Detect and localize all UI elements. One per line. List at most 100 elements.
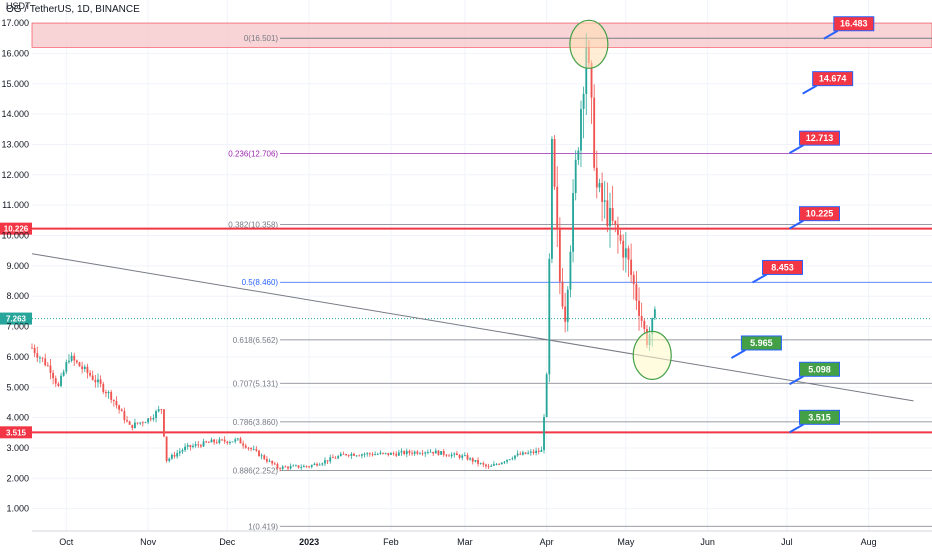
candle-body (524, 452, 527, 454)
y-tick-label: 10.000 (1, 231, 29, 241)
label-pointer (823, 29, 839, 40)
candle-body (170, 454, 173, 459)
candle-body (585, 47, 588, 94)
price-label-box[interactable] (812, 71, 854, 87)
fib-level-label: 0.886(2.252) (233, 467, 279, 476)
candle-body (131, 424, 134, 428)
candle-body (75, 360, 78, 363)
candle-body (495, 464, 498, 465)
y-tick-label: 1.000 (6, 504, 29, 514)
candle-body (41, 357, 44, 359)
label-pointer (788, 423, 804, 434)
candle-body (643, 320, 646, 330)
candle-body (178, 451, 181, 454)
candle-body (242, 443, 245, 446)
candle-body (102, 383, 105, 392)
candle-body (342, 453, 345, 455)
fib-level-label: 0.382(10.358) (228, 221, 278, 230)
candle-body (284, 466, 287, 468)
candle-body (553, 139, 556, 187)
candle-body (532, 451, 535, 453)
candle-body (128, 421, 131, 425)
candle-body (316, 463, 318, 466)
candle-body (561, 281, 564, 307)
candle-body (300, 467, 303, 468)
candle-body (326, 460, 329, 462)
candle-body (611, 207, 614, 221)
candle-body (379, 452, 382, 455)
candle-body (197, 444, 200, 446)
candle-body (302, 465, 305, 468)
candle-body (120, 409, 123, 412)
candle-body (308, 466, 311, 468)
candle-body (363, 454, 366, 455)
highlight-circle[interactable] (632, 330, 672, 380)
candle-body (168, 458, 171, 461)
candle-body (598, 183, 601, 188)
candle-body (215, 442, 218, 444)
candle-body (353, 453, 355, 456)
candle-body (60, 375, 62, 386)
candle-body (297, 465, 300, 468)
candle-body (434, 450, 437, 454)
candle-body (70, 355, 73, 361)
candle-body (78, 362, 81, 367)
candle-body (577, 150, 580, 160)
candle-body (384, 452, 387, 454)
fib-level-label: 0.5(8.460) (242, 278, 279, 287)
candle-body (337, 456, 340, 459)
candle-body (624, 248, 627, 258)
candle-body (218, 439, 221, 443)
candle-body (506, 459, 508, 462)
x-tick-label: Dec (219, 537, 236, 547)
candle-body (358, 455, 361, 457)
candle-body (334, 458, 337, 459)
x-tick-label: Nov (140, 537, 157, 547)
candle-body (442, 451, 445, 455)
x-tick-label: Aug (861, 537, 877, 547)
candle-body (609, 207, 611, 227)
candle-body (511, 458, 514, 460)
price-label-box[interactable] (833, 16, 875, 32)
candle-body (638, 300, 640, 316)
level-axis-tag-text: 3.515 (6, 428, 27, 437)
candle-body (519, 453, 522, 455)
candle-body (474, 460, 477, 462)
candle-body (535, 450, 538, 453)
candle-body (126, 420, 128, 422)
price-label-box[interactable] (740, 335, 782, 351)
candle-body (498, 464, 501, 465)
label-pointer (802, 84, 818, 95)
price-label-box[interactable] (798, 206, 840, 222)
highlight-circle[interactable] (569, 19, 609, 69)
candle-body (207, 442, 210, 444)
candle-body (347, 455, 350, 456)
candle-body (411, 452, 413, 454)
chart-title: OG / TetherUS, 1D, BINANCE (6, 4, 140, 15)
candle-body (31, 347, 33, 349)
price-label-box[interactable] (798, 361, 840, 377)
candle-body (281, 466, 284, 469)
candle-body (400, 451, 403, 453)
candle-body (310, 465, 313, 467)
candle-body (456, 453, 458, 456)
x-tick-label: Oct (59, 537, 74, 547)
candle-body (416, 451, 419, 454)
trendline[interactable] (31, 253, 914, 402)
candle-body (627, 248, 630, 260)
candle-body (492, 464, 495, 466)
candle-body (186, 445, 189, 447)
candle-body (134, 422, 136, 428)
price-label-box[interactable] (798, 130, 840, 146)
candle-body (252, 449, 255, 450)
candle-body (295, 465, 297, 467)
y-tick-label: 8.000 (6, 291, 29, 301)
candle-body (466, 455, 469, 460)
candle-body (445, 454, 448, 456)
price-label-box[interactable] (798, 409, 840, 425)
price-label-box[interactable] (762, 259, 804, 275)
candle-body (545, 374, 548, 418)
price-label-text: 14.674 (819, 74, 847, 84)
